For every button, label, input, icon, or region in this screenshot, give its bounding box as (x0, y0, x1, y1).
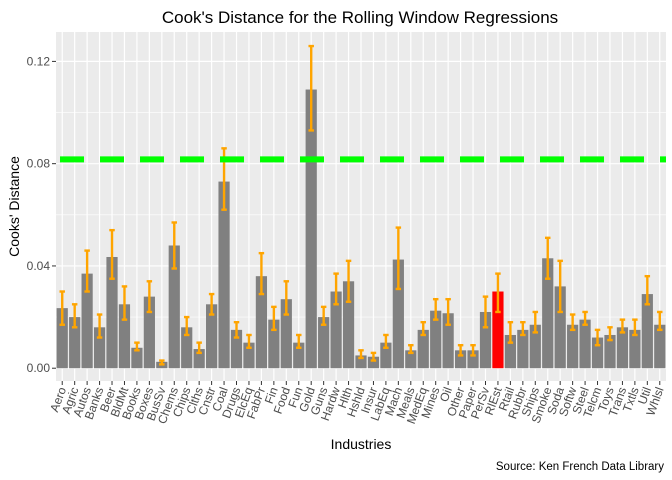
bar-beer (106, 256, 118, 369)
bar-autos (81, 273, 93, 369)
bar-guns (318, 317, 330, 369)
y-tick-label: 0.04 (27, 259, 51, 273)
bar-trans (616, 327, 629, 369)
x-tick-label-fun: Fun (285, 385, 305, 409)
bar-fun (293, 342, 305, 369)
bar-mach (392, 259, 404, 369)
x-axis: AeroAgricAutosBanksBeerBldMtBooksBoxesBu… (47, 381, 667, 426)
bar-util (641, 294, 653, 369)
bar-elceq (243, 342, 255, 369)
bar-oil (442, 313, 454, 369)
bar-paper (467, 350, 479, 369)
y-tick-label: 0.00 (27, 361, 51, 375)
bar-cnstr (206, 304, 218, 369)
bar-other (454, 350, 467, 369)
bar-rtail (504, 334, 516, 369)
bar-hardw (330, 291, 342, 369)
bar-fabpr (255, 276, 268, 369)
bar-boxes (143, 296, 155, 369)
bar-banks (93, 327, 106, 369)
bar-food (280, 299, 292, 369)
bar-smoke (542, 258, 554, 369)
x-tick-label-hlth: Hlth (335, 385, 355, 410)
bar-labeq (380, 342, 392, 369)
bar-medeq (417, 329, 429, 369)
bar-mines (430, 310, 442, 369)
bar-toys (604, 334, 616, 369)
x-axis-title: Industries (331, 436, 392, 452)
bar-books (131, 347, 143, 369)
bar-clths (193, 349, 205, 369)
bar-bldmt (118, 304, 131, 369)
bar-softw (567, 324, 579, 369)
bar-rubbr (517, 329, 529, 369)
bar-agric (69, 317, 81, 369)
y-axis-title: Cooks' Distance (6, 156, 22, 257)
y-axis: 0.00 0.04 0.08 0.12 (27, 54, 56, 375)
bar-ships (529, 324, 541, 369)
bar-highlight-rlest (492, 291, 504, 369)
bar-whlsl (654, 324, 666, 369)
bar-txtls (629, 329, 641, 369)
bar-soda (554, 286, 566, 369)
bars (56, 89, 666, 369)
bar-telcm (591, 337, 604, 369)
x-tick-label-fin: Fin (262, 385, 281, 405)
bar-hlth (342, 281, 355, 369)
bar-fin (268, 319, 280, 369)
y-tick-label: 0.08 (27, 157, 51, 171)
bar-coal (218, 181, 230, 369)
source-caption: Source: Ken French Data Library (496, 461, 664, 473)
bar-drugs (230, 329, 243, 369)
bar-insur (367, 356, 380, 369)
x-tick-label-oil: Oil (437, 385, 455, 404)
bar-steel (579, 319, 591, 369)
bar-persv (479, 311, 492, 369)
bar-meals (405, 350, 417, 369)
bar-gold (305, 89, 317, 369)
bar-chems (168, 245, 180, 369)
y-tick-label: 0.12 (27, 54, 51, 68)
bar-aero (56, 308, 68, 369)
x-tick-label-util: Util (635, 385, 654, 406)
chart-title: Cook's Distance for the Rolling Window R… (162, 8, 558, 27)
bar-hshld (355, 355, 367, 369)
error-bars (59, 44, 663, 366)
bar-chips (181, 327, 193, 369)
